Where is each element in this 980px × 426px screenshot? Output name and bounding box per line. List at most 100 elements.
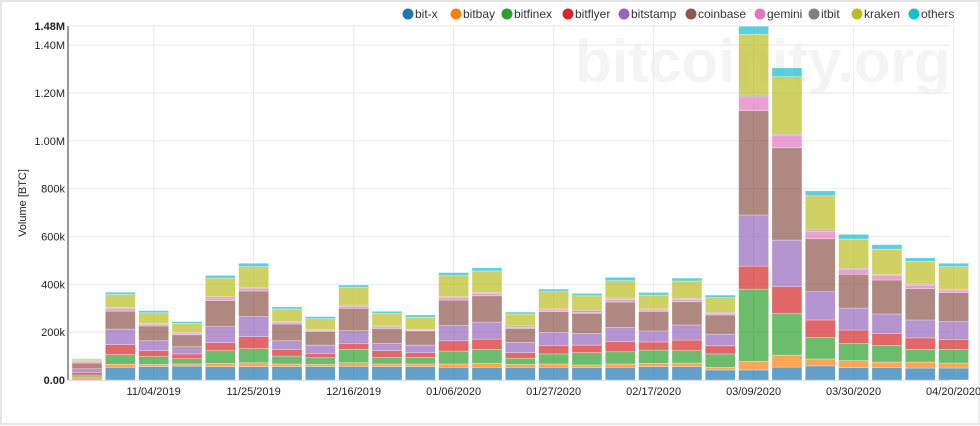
- bar-segment-bitfinex[interactable]: [438, 350, 469, 365]
- bar-segment-coinbase[interactable]: [471, 295, 503, 323]
- bar-segment-bitbay[interactable]: [404, 363, 436, 367]
- bar-segment-bitbay[interactable]: [904, 361, 936, 369]
- bar-segment-kraken[interactable]: [871, 248, 903, 276]
- bar-segment-bitstamp[interactable]: [138, 340, 169, 351]
- bar-segment-others[interactable]: [538, 288, 569, 293]
- bar-stack-12/02/2019[interactable]: [271, 306, 303, 381]
- legend-item-bitfinex[interactable]: bitfinex: [501, 7, 553, 21]
- bar-segment-others[interactable]: [671, 277, 703, 282]
- bar-segment-kraken[interactable]: [471, 270, 503, 293]
- bar-segment-coinbase[interactable]: [338, 307, 369, 332]
- bar-segment-bit-x[interactable]: [671, 366, 703, 381]
- bar-stack-03/23/2020[interactable]: [804, 190, 836, 381]
- bar-stack-04/20/2020[interactable]: [938, 262, 969, 381]
- bar-stack-01/20/2020[interactable]: [504, 311, 536, 381]
- bar-segment-kraken[interactable]: [738, 34, 769, 96]
- bar-segment-bitfinex[interactable]: [871, 345, 903, 363]
- bar-segment-coinbase[interactable]: [904, 288, 936, 321]
- bar-segment-kraken[interactable]: [138, 312, 169, 324]
- bar-segment-bitflyer[interactable]: [671, 339, 703, 351]
- bar-segment-bitbay[interactable]: [338, 362, 369, 367]
- bar-stack-10/21/2019[interactable]: [71, 358, 103, 381]
- bar-segment-gemini[interactable]: [205, 297, 236, 301]
- bar-segment-bitfinex[interactable]: [371, 356, 403, 365]
- bar-segment-bitbay[interactable]: [438, 363, 469, 368]
- bar-segment-bitbay[interactable]: [871, 361, 903, 368]
- bar-segment-bitstamp[interactable]: [671, 324, 703, 341]
- legend-item-others[interactable]: others: [908, 7, 955, 21]
- bar-segment-bitbay[interactable]: [504, 364, 536, 368]
- bar-segment-gemini[interactable]: [738, 96, 769, 111]
- bar-segment-bitflyer[interactable]: [138, 350, 169, 357]
- legend-item-bitflyer[interactable]: bitflyer: [562, 7, 611, 21]
- bar-segment-bit-x[interactable]: [604, 367, 636, 381]
- bar-segment-bitflyer[interactable]: [471, 338, 503, 350]
- bar-segment-others[interactable]: [838, 234, 869, 240]
- bar-segment-bitstamp[interactable]: [704, 333, 736, 347]
- bar-segment-bit-x[interactable]: [271, 366, 303, 381]
- bar-segment-bitstamp[interactable]: [438, 325, 469, 342]
- bar-stack-02/10/2020[interactable]: [604, 277, 636, 381]
- bar-segment-kraken[interactable]: [404, 317, 436, 330]
- bar-segment-coinbase[interactable]: [671, 301, 703, 326]
- bar-segment-kraken[interactable]: [171, 323, 203, 333]
- bar-segment-others[interactable]: [271, 306, 303, 310]
- bar-segment-gemini[interactable]: [871, 275, 903, 281]
- bar-segment-bitbay[interactable]: [238, 362, 269, 367]
- bar-segment-bit-x[interactable]: [771, 366, 803, 381]
- bar-segment-others[interactable]: [305, 316, 336, 320]
- bar-segment-coinbase[interactable]: [938, 292, 969, 322]
- bar-segment-bitstamp[interactable]: [904, 319, 936, 339]
- bar-segment-coinbase[interactable]: [105, 310, 136, 330]
- bar-segment-bitflyer[interactable]: [704, 345, 736, 355]
- bar-segment-bit-x[interactable]: [571, 367, 603, 381]
- bar-segment-coinbase[interactable]: [538, 311, 569, 333]
- bar-segment-bitfinex[interactable]: [804, 337, 836, 360]
- bar-segment-gemini[interactable]: [771, 135, 803, 149]
- bar-segment-bitstamp[interactable]: [171, 346, 203, 355]
- bar-segment-kraken[interactable]: [538, 291, 569, 310]
- bar-stack-11/25/2019[interactable]: [238, 262, 269, 381]
- bar-segment-bitfinex[interactable]: [238, 348, 269, 364]
- bar-segment-bitstamp[interactable]: [838, 307, 869, 331]
- bar-segment-others[interactable]: [171, 321, 203, 324]
- bar-segment-kraken[interactable]: [438, 275, 469, 298]
- bar-segment-others[interactable]: [638, 292, 669, 296]
- bar-segment-bitflyer[interactable]: [538, 345, 569, 355]
- bar-segment-bitflyer[interactable]: [404, 352, 436, 358]
- bar-segment-bit-x[interactable]: [904, 367, 936, 381]
- bar-segment-bit-x[interactable]: [205, 366, 236, 381]
- bar-segment-bitbay[interactable]: [704, 367, 736, 371]
- bar-segment-bitflyer[interactable]: [71, 372, 103, 376]
- bar-segment-kraken[interactable]: [571, 295, 603, 311]
- bar-stack-02/24/2020[interactable]: [671, 277, 703, 381]
- bar-segment-gemini[interactable]: [105, 308, 136, 312]
- bar-segment-bit-x[interactable]: [471, 367, 503, 381]
- bar-segment-bitbay[interactable]: [138, 364, 169, 367]
- bar-segment-others[interactable]: [571, 293, 603, 297]
- bar-segment-bitstamp[interactable]: [205, 326, 236, 343]
- bar-segment-bitstamp[interactable]: [738, 214, 769, 267]
- bar-segment-bitflyer[interactable]: [871, 333, 903, 346]
- bar-segment-bitflyer[interactable]: [171, 353, 203, 360]
- bar-segment-bitbay[interactable]: [171, 363, 203, 367]
- bar-segment-coinbase[interactable]: [271, 323, 303, 342]
- bar-segment-bit-x[interactable]: [105, 367, 136, 381]
- bar-segment-others[interactable]: [238, 262, 269, 267]
- bar-segment-kraken[interactable]: [838, 238, 869, 269]
- bar-segment-bitstamp[interactable]: [238, 316, 269, 338]
- bar-stack-03/09/2020[interactable]: [738, 25, 769, 381]
- bar-segment-bitfinex[interactable]: [738, 288, 769, 362]
- bar-segment-others[interactable]: [338, 284, 369, 288]
- bar-segment-others[interactable]: [71, 358, 103, 360]
- bar-segment-bitstamp[interactable]: [804, 291, 836, 321]
- bar-segment-bitflyer[interactable]: [604, 341, 636, 353]
- legend-item-bitstamp[interactable]: bitstamp: [618, 7, 677, 21]
- bar-stack-01/06/2020[interactable]: [438, 272, 469, 381]
- bar-segment-bitfinex[interactable]: [938, 349, 969, 364]
- bar-segment-bitflyer[interactable]: [105, 344, 136, 355]
- bar-segment-bitstamp[interactable]: [871, 313, 903, 334]
- bar-segment-bitflyer[interactable]: [804, 319, 836, 338]
- bar-segment-bitflyer[interactable]: [205, 342, 236, 351]
- bar-segment-bitflyer[interactable]: [438, 340, 469, 352]
